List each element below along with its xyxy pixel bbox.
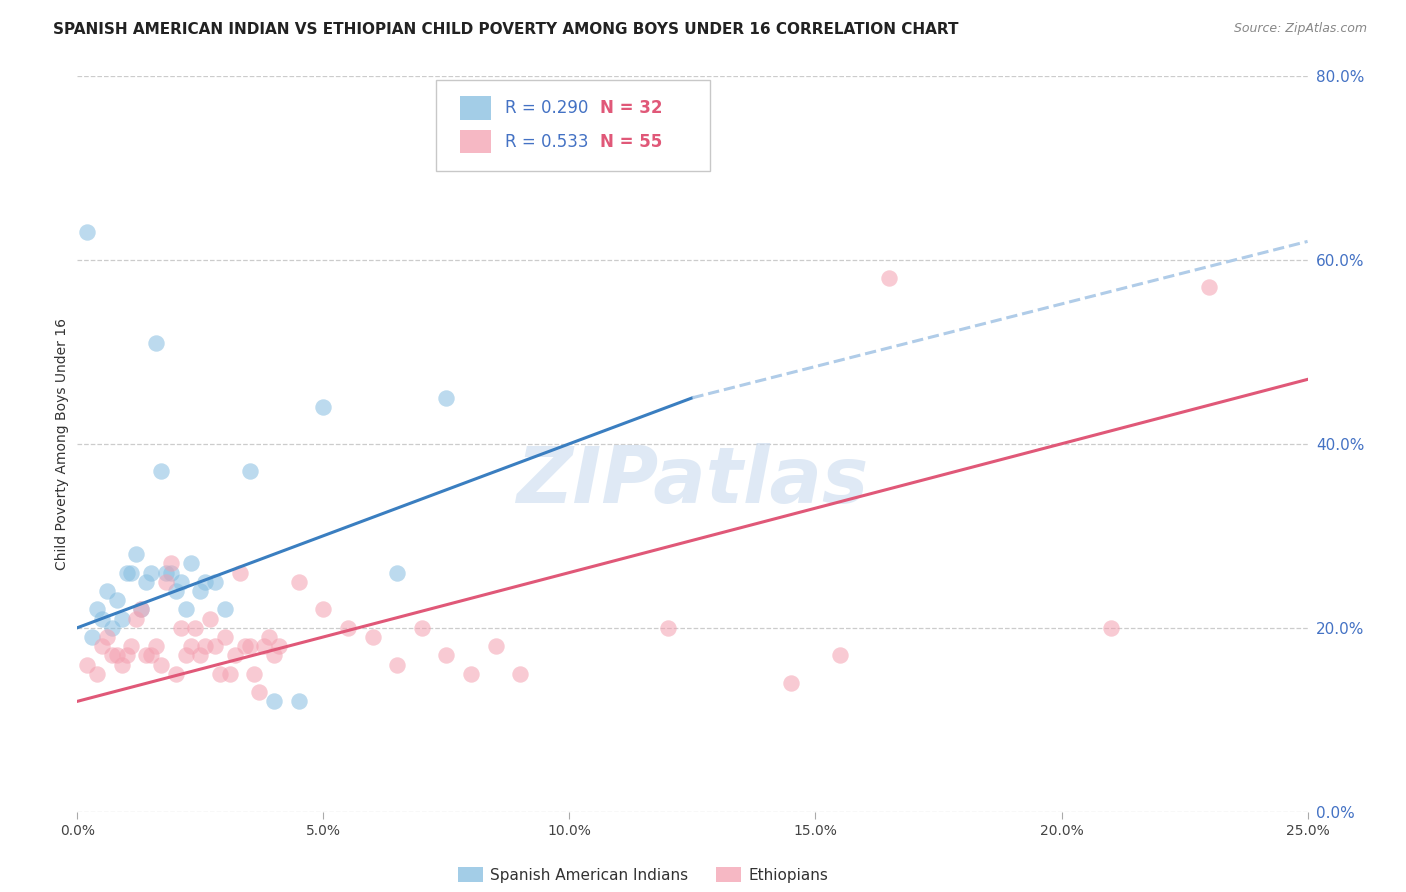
Point xyxy=(224,648,246,663)
Point xyxy=(239,464,262,478)
Point xyxy=(150,464,173,478)
Point xyxy=(436,391,458,405)
Point xyxy=(657,621,679,635)
Point xyxy=(145,639,167,653)
Point xyxy=(780,676,803,690)
Point xyxy=(200,611,222,625)
Point xyxy=(155,574,177,589)
Point xyxy=(879,271,901,285)
Point xyxy=(387,566,409,580)
Point xyxy=(90,611,114,625)
Point xyxy=(263,648,285,663)
Point xyxy=(269,639,291,653)
Point xyxy=(160,557,183,571)
Point xyxy=(121,566,143,580)
Point xyxy=(86,666,108,681)
Point xyxy=(194,639,217,653)
Point xyxy=(165,666,187,681)
Point xyxy=(194,574,217,589)
Point xyxy=(190,648,212,663)
Point xyxy=(239,639,262,653)
Point xyxy=(204,639,226,653)
Text: N = 55: N = 55 xyxy=(600,133,662,151)
Point xyxy=(387,657,409,672)
Point xyxy=(214,630,236,644)
Point xyxy=(82,630,104,644)
Point xyxy=(86,602,108,616)
Point xyxy=(229,566,252,580)
Y-axis label: Child Poverty Among Boys Under 16: Child Poverty Among Boys Under 16 xyxy=(55,318,69,570)
Point xyxy=(830,648,852,663)
Legend: Spanish American Indians, Ethiopians: Spanish American Indians, Ethiopians xyxy=(453,861,834,888)
Point xyxy=(209,666,232,681)
Point xyxy=(243,666,266,681)
Point xyxy=(135,574,157,589)
Text: SPANISH AMERICAN INDIAN VS ETHIOPIAN CHILD POVERTY AMONG BOYS UNDER 16 CORRELATI: SPANISH AMERICAN INDIAN VS ETHIOPIAN CHI… xyxy=(53,22,959,37)
Point xyxy=(170,574,193,589)
Point xyxy=(76,657,98,672)
Point xyxy=(288,574,311,589)
Point xyxy=(263,694,285,708)
Point xyxy=(111,657,134,672)
Point xyxy=(485,639,508,653)
Point xyxy=(125,547,148,561)
Point xyxy=(253,639,276,653)
Point xyxy=(165,583,187,598)
Point xyxy=(219,666,242,681)
Point xyxy=(180,557,202,571)
Point xyxy=(121,639,143,653)
Point xyxy=(170,621,193,635)
Point xyxy=(96,630,118,644)
Point xyxy=(90,639,114,653)
Point xyxy=(141,648,163,663)
Text: R = 0.533: R = 0.533 xyxy=(505,133,588,151)
Point xyxy=(131,602,153,616)
Point xyxy=(180,639,202,653)
Point xyxy=(174,602,197,616)
Point xyxy=(509,666,531,681)
Point xyxy=(150,657,173,672)
Point xyxy=(115,566,138,580)
Point xyxy=(174,648,197,663)
Point xyxy=(249,685,271,699)
Point xyxy=(259,630,281,644)
Point xyxy=(160,566,183,580)
Point xyxy=(204,574,226,589)
Point xyxy=(76,225,98,239)
Point xyxy=(190,583,212,598)
Point xyxy=(312,400,335,414)
Point xyxy=(411,621,433,635)
Text: Source: ZipAtlas.com: Source: ZipAtlas.com xyxy=(1233,22,1367,36)
Point xyxy=(214,602,236,616)
Point xyxy=(233,639,256,653)
Point xyxy=(184,621,207,635)
Point xyxy=(1198,280,1220,294)
Point xyxy=(101,648,124,663)
Point xyxy=(288,694,311,708)
Point xyxy=(145,335,167,350)
Point xyxy=(141,566,163,580)
Point xyxy=(312,602,335,616)
Point xyxy=(131,602,153,616)
Text: R = 0.290: R = 0.290 xyxy=(505,99,588,117)
Point xyxy=(101,621,124,635)
Point xyxy=(125,611,148,625)
Point xyxy=(155,566,177,580)
Text: N = 32: N = 32 xyxy=(600,99,662,117)
Point xyxy=(115,648,138,663)
Point xyxy=(135,648,157,663)
Point xyxy=(460,666,482,681)
Text: ZIPatlas: ZIPatlas xyxy=(516,442,869,518)
Point xyxy=(111,611,134,625)
Point xyxy=(105,593,128,607)
Point xyxy=(96,583,118,598)
Point xyxy=(361,630,384,644)
Point xyxy=(337,621,360,635)
Point xyxy=(436,648,458,663)
Point xyxy=(1099,621,1122,635)
Point xyxy=(105,648,128,663)
